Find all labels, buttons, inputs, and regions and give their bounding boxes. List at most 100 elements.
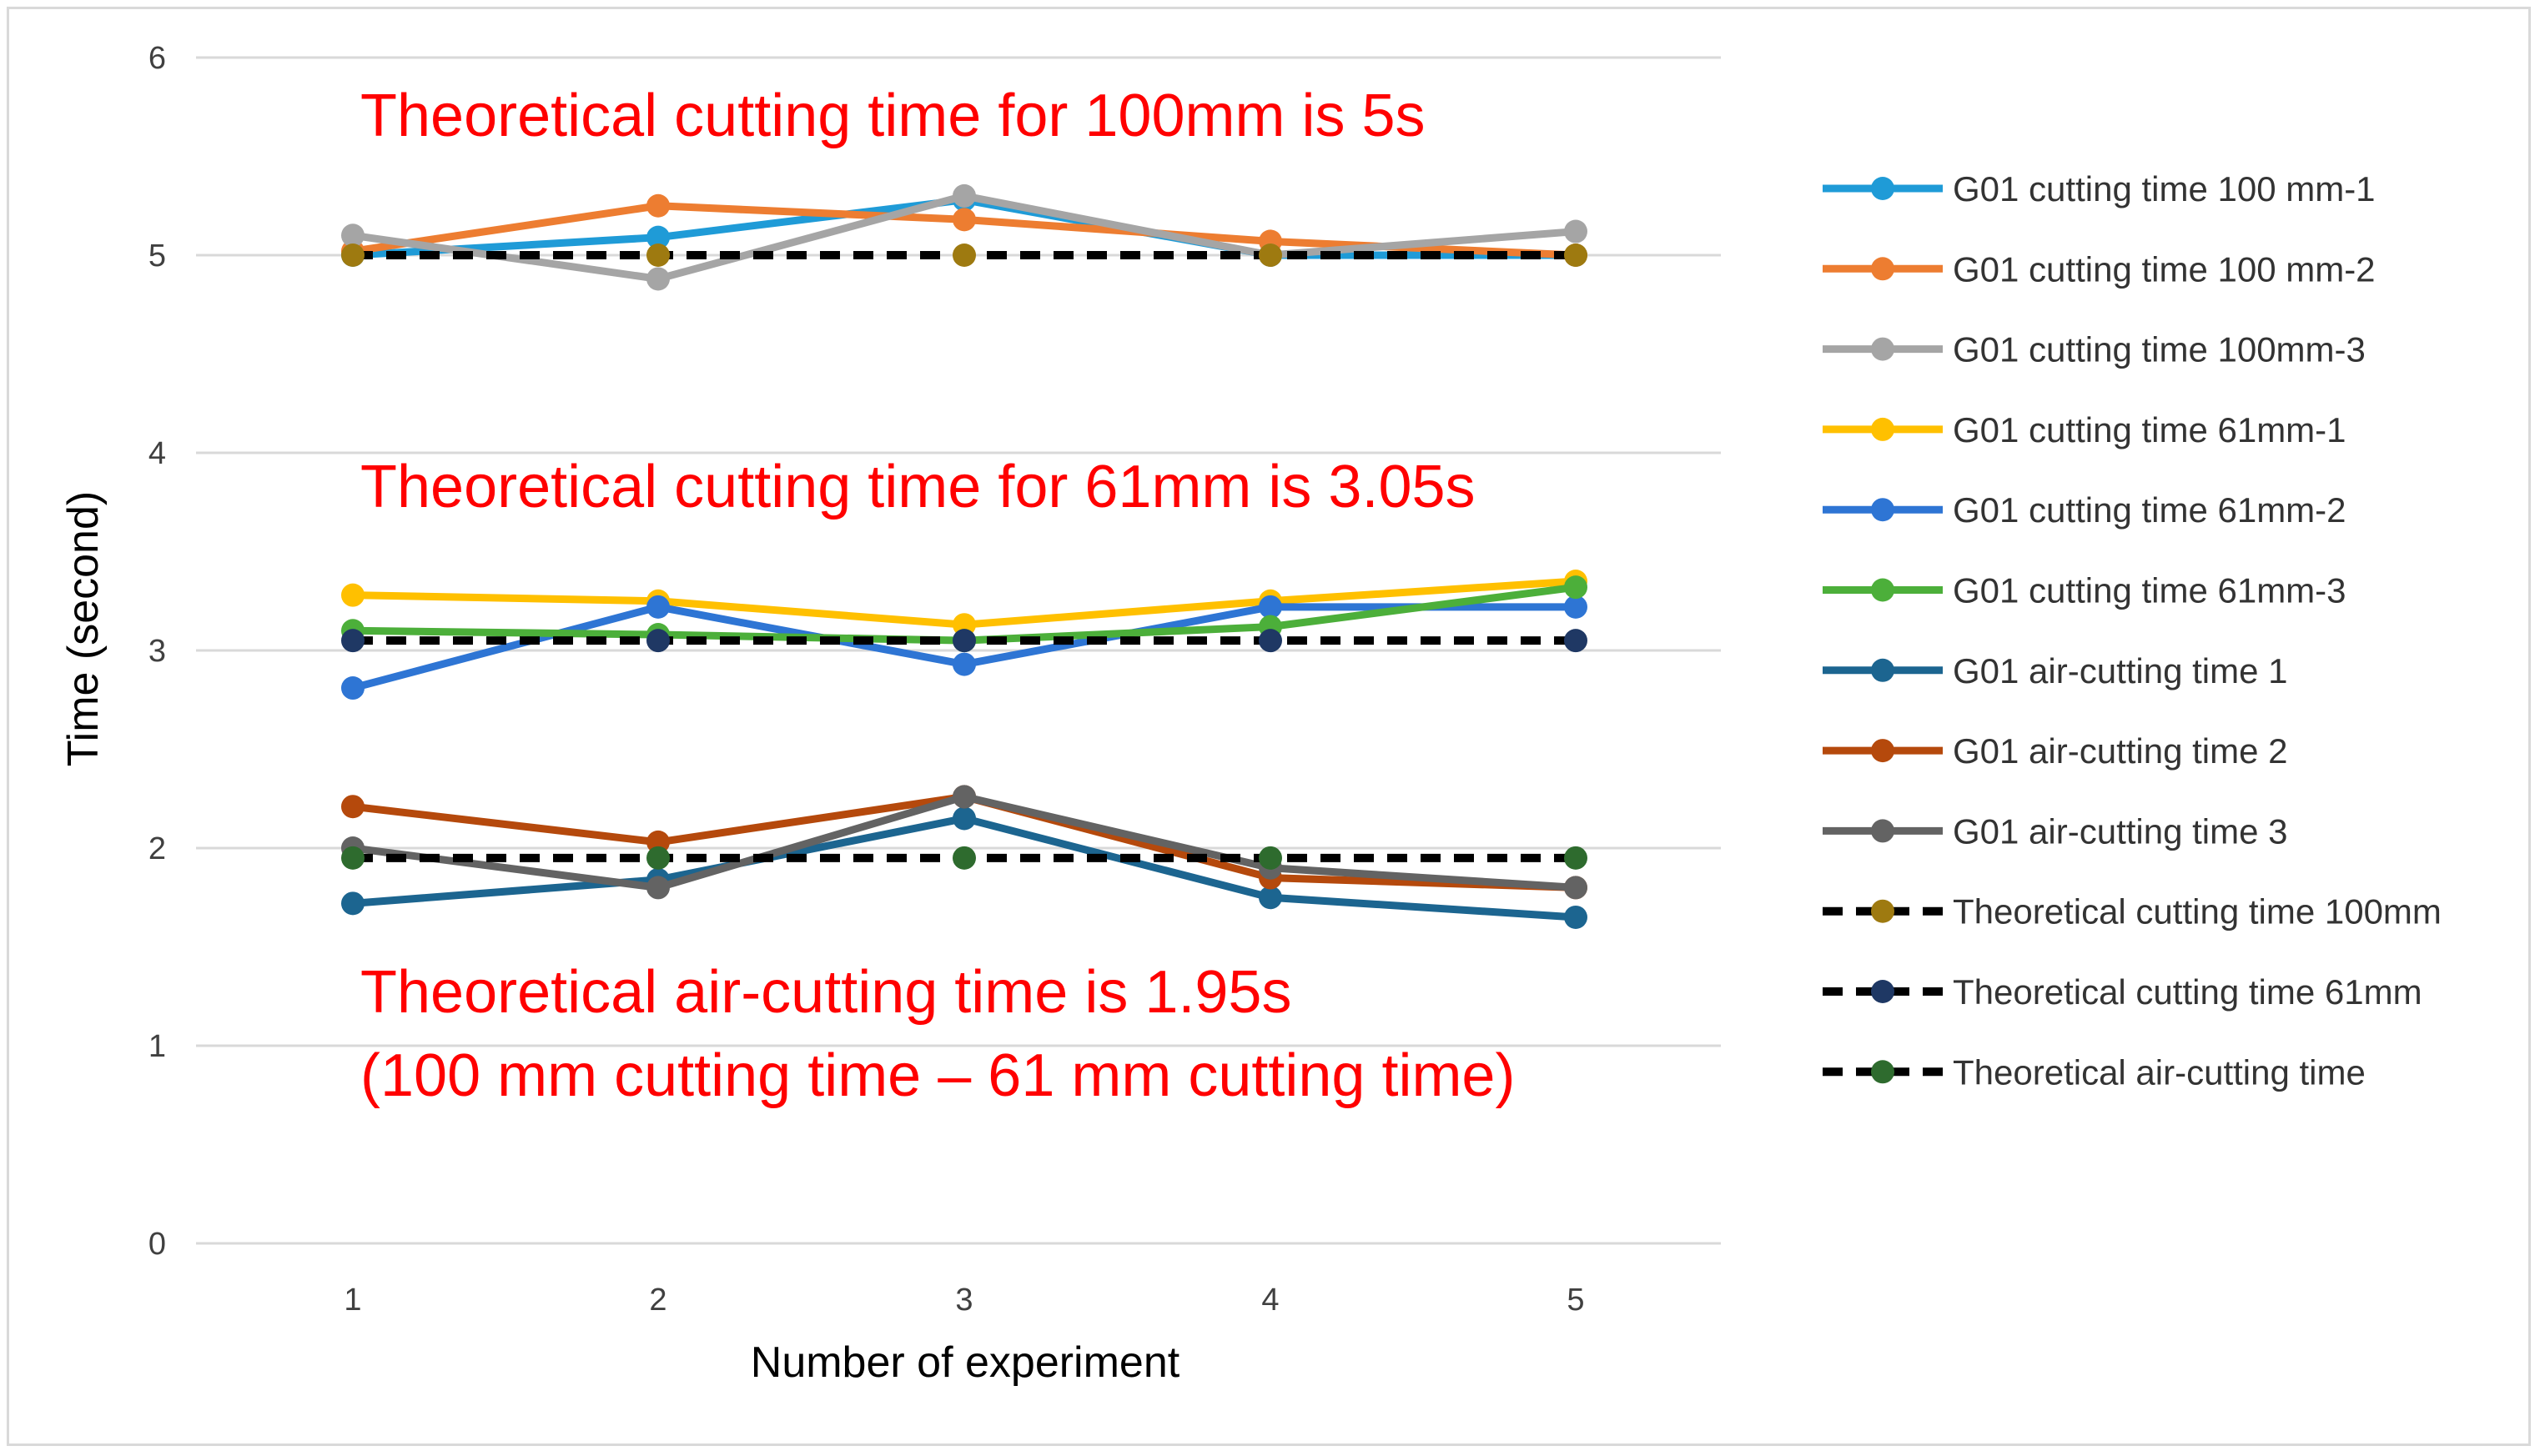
y-tick-label: 1	[148, 1029, 166, 1064]
data-point	[646, 846, 670, 870]
data-point	[1564, 575, 1587, 600]
data-point	[1564, 219, 1587, 244]
data-point	[1564, 629, 1587, 653]
series-12	[341, 846, 1587, 870]
legend-marker	[1871, 177, 1894, 200]
legend-label: Theoretical cutting time 100mm	[1953, 892, 2442, 931]
x-tick-label: 2	[649, 1283, 666, 1318]
data-point	[953, 183, 976, 208]
data-point	[953, 806, 976, 831]
legend-marker	[1871, 658, 1894, 682]
legend-marker	[1871, 417, 1894, 441]
legend-item: G01 air-cutting time 1	[1823, 651, 2288, 690]
data-point	[953, 208, 976, 232]
y-tick-label: 2	[148, 831, 166, 866]
data-point	[953, 652, 976, 676]
x-tick-label: 5	[1567, 1283, 1584, 1318]
legend-label: G01 air-cutting time 2	[1953, 731, 2288, 771]
legend-label: Theoretical air-cutting time	[1953, 1052, 2366, 1092]
annotation-air-cutting-formula: (100 mm cutting time – 61 mm cutting tim…	[360, 1042, 1515, 1109]
data-point	[341, 629, 365, 653]
data-point	[1259, 846, 1282, 870]
data-point	[341, 891, 365, 916]
data-point	[646, 244, 670, 267]
data-point	[341, 583, 365, 607]
annotation-air-cutting: Theoretical air-cutting time is 1.95s	[360, 959, 1291, 1026]
y-tick-label: 6	[148, 41, 166, 76]
data-point	[1259, 886, 1282, 910]
data-point	[341, 846, 365, 870]
y-tick-label: 4	[148, 436, 166, 471]
y-tick-label: 0	[148, 1227, 166, 1262]
y-tick-label: 5	[148, 238, 166, 274]
data-point	[341, 795, 365, 819]
data-point	[1564, 595, 1587, 619]
legend-label: G01 cutting time 61mm-3	[1953, 571, 2346, 610]
series-11	[341, 629, 1587, 653]
legend-item: G01 cutting time 100mm-3	[1823, 330, 2366, 369]
legend-item: G01 air-cutting time 2	[1823, 731, 2288, 771]
series-4	[341, 570, 1587, 637]
legend-marker	[1871, 899, 1894, 923]
annotation-100mm: Theoretical cutting time for 100mm is 5s	[360, 83, 1426, 149]
legend-label: G01 cutting time 100 mm-2	[1953, 249, 2376, 289]
legend-item: G01 cutting time 100 mm-1	[1823, 169, 2376, 208]
legend-item: Theoretical air-cutting time	[1823, 1052, 2366, 1092]
legend-item: G01 cutting time 61mm-1	[1823, 410, 2346, 449]
data-point	[341, 223, 365, 248]
data-point	[341, 244, 365, 267]
legend-marker	[1871, 498, 1894, 522]
legend-marker	[1871, 257, 1894, 281]
legend-item: G01 cutting time 61mm-2	[1823, 490, 2346, 530]
annotation-61mm: Theoretical cutting time for 61mm is 3.0…	[360, 454, 1476, 520]
legend-label: G01 cutting time 100 mm-1	[1953, 169, 2376, 208]
legend: G01 cutting time 100 mm-1 G01 cutting tim…	[1823, 169, 2442, 1092]
legend-item: G01 cutting time 100 mm-2	[1823, 249, 2376, 289]
series-3	[341, 183, 1587, 291]
legend-label: G01 air-cutting time 3	[1953, 811, 2288, 851]
y-axis-title: Time (second)	[59, 491, 108, 766]
data-point	[1259, 595, 1282, 619]
data-point	[341, 676, 365, 700]
data-point	[1259, 629, 1282, 653]
data-point	[1259, 244, 1282, 267]
legend-marker	[1871, 739, 1894, 763]
x-tick-label: 1	[344, 1283, 361, 1318]
y-tick-labels: 0 1 2 3 4 5 6	[148, 41, 166, 1262]
legend-marker	[1871, 1060, 1894, 1084]
data-point	[646, 267, 670, 291]
data-point	[646, 629, 670, 653]
legend-item: G01 air-cutting time 3	[1823, 811, 2288, 851]
legend-marker	[1871, 819, 1894, 843]
legend-item: Theoretical cutting time 61mm	[1823, 972, 2422, 1012]
x-tick-label: 4	[1261, 1283, 1279, 1318]
legend-label: G01 cutting time 61mm-1	[1953, 410, 2346, 449]
x-axis-title: Number of experiment	[751, 1338, 1180, 1387]
legend-label: G01 cutting time 61mm-2	[1953, 490, 2346, 530]
data-point	[1564, 876, 1587, 900]
data-point	[646, 193, 670, 218]
x-tick-label: 3	[955, 1283, 973, 1318]
data-point	[1564, 244, 1587, 267]
legend-marker	[1871, 337, 1894, 361]
data-point	[646, 876, 670, 900]
data-point	[646, 225, 670, 249]
legend-marker	[1871, 980, 1894, 1003]
data-point	[1564, 905, 1587, 929]
y-tick-label: 3	[148, 634, 166, 669]
legend-label: Theoretical cutting time 61mm	[1953, 972, 2422, 1012]
data-point	[953, 629, 976, 653]
series-10	[341, 244, 1587, 267]
x-tick-labels: 1 2 3 4 5	[344, 1283, 1584, 1318]
series-9	[341, 785, 1587, 900]
legend-label: G01 air-cutting time 1	[1953, 651, 2288, 690]
chart-container: 0 1 2 3 4 5 6 1 2 3 4 5 Time (second) Number of ex…	[7, 7, 2531, 1446]
data-point	[953, 244, 976, 267]
series-lines	[341, 183, 1587, 929]
legend-item: G01 cutting time 61mm-3	[1823, 571, 2346, 610]
line-chart: 0 1 2 3 4 5 6 1 2 3 4 5 Time (second) Number of ex…	[59, 41, 2442, 1387]
data-point	[953, 785, 976, 809]
data-point	[646, 595, 670, 619]
legend-item: Theoretical cutting time 100mm	[1823, 892, 2442, 931]
legend-marker	[1871, 578, 1894, 602]
